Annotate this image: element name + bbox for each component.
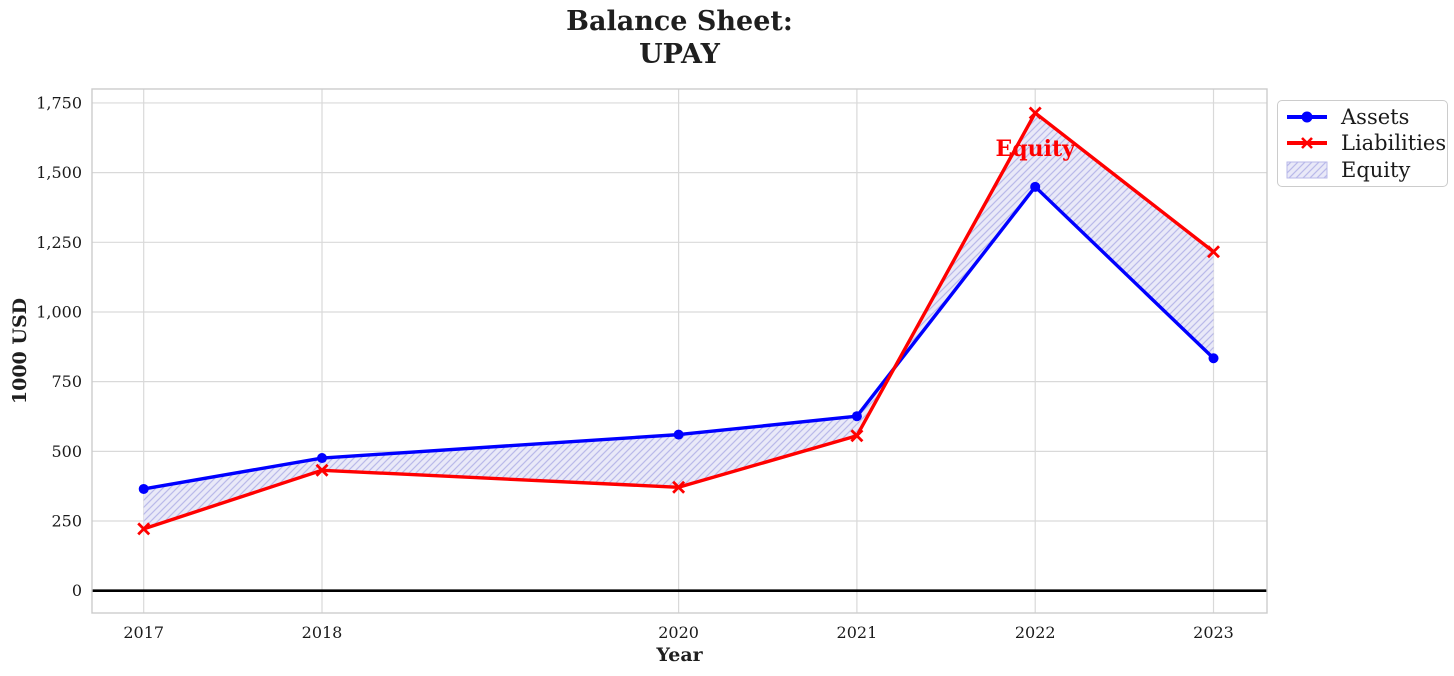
legend-label-liabilities: Liabilities (1341, 131, 1447, 156)
x-tick-label: 2017 (123, 623, 164, 642)
y-tick-label: 1,500 (36, 163, 82, 182)
assets-marker (317, 453, 328, 464)
liabilities-marker (850, 429, 864, 443)
assets-marker (673, 429, 684, 440)
legend-label-assets: Assets (1341, 105, 1410, 130)
chart-title-line-2: UPAY (639, 39, 720, 70)
assets-marker (138, 483, 149, 494)
liabilities-marker (315, 463, 329, 477)
y-tick-label: 750 (51, 372, 82, 391)
y-tick-label: 1,750 (36, 93, 82, 112)
assets-marker (1030, 181, 1041, 192)
y-tick-label: 0 (72, 581, 82, 600)
x-tick-label: 2018 (302, 623, 343, 642)
liabilities-marker (672, 480, 686, 494)
y-tick-label: 250 (51, 512, 82, 531)
x-tick-label: 2021 (837, 623, 878, 642)
legend-item-equity: Equity (1286, 157, 1439, 183)
equity-annotation: Equity (995, 136, 1076, 162)
y-tick-label: 1,000 (36, 302, 82, 321)
tick-labels: 0 250 500 750 1,000 1,250 1,500 1,750 2017 2018 20… (36, 93, 1234, 642)
liabilities-marker (1207, 245, 1220, 259)
liabilities-marker (137, 522, 151, 536)
y-tick-label: 500 (51, 442, 82, 461)
x-axis-label: Year (655, 644, 703, 666)
liabilities-line (142, 111, 1216, 531)
legend-label-equity: Equity (1341, 157, 1411, 182)
legend-item-liabilities: Liabilities (1286, 130, 1446, 156)
chart-title: Balance Sheet: UPAY (92, 5, 1267, 71)
assets-line (142, 185, 1216, 491)
y-tick-label: 1,250 (36, 233, 82, 252)
x-tick-label: 2020 (658, 623, 699, 642)
equity-fill-region (143, 112, 1214, 529)
y-axis-label: 1000 USD (9, 298, 31, 404)
plot-frame (91, 88, 1268, 614)
assets-marker (1208, 353, 1219, 364)
x-tick-label: 2022 (1015, 623, 1056, 642)
equity-patch-sample (1286, 161, 1328, 179)
assets-line-sample (1287, 111, 1327, 123)
legend-item-assets: Assets (1286, 104, 1439, 130)
x-tick-label: 2023 (1193, 623, 1234, 642)
chart-title-line-1: Balance Sheet: (566, 6, 793, 37)
liabilities-line-sample (1287, 137, 1327, 150)
liabilities-marker (1028, 106, 1042, 120)
chart-legend: Assets Liabilities Equity (1277, 100, 1448, 187)
assets-marker (851, 411, 862, 422)
